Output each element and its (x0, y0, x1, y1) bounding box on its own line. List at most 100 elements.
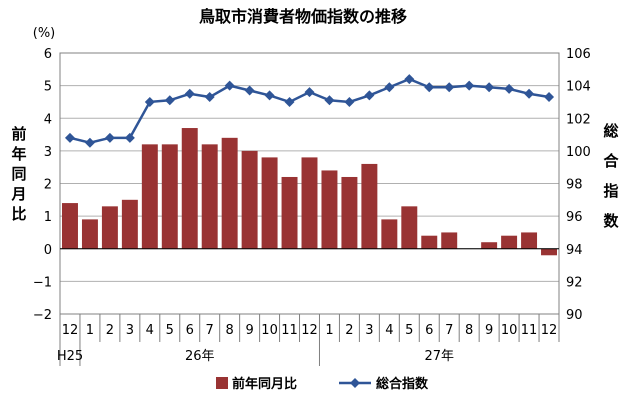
index-marker (184, 88, 195, 99)
right-tick-label: 98 (566, 178, 583, 193)
month-label: 10 (261, 323, 278, 338)
index-marker (444, 82, 455, 93)
month-label: 5 (405, 323, 413, 338)
month-label: 3 (365, 323, 373, 338)
month-label: 12 (541, 323, 558, 338)
bar (62, 203, 78, 249)
bar (481, 242, 498, 249)
index-marker (64, 132, 75, 143)
bar (281, 176, 298, 249)
month-label: 5 (166, 323, 174, 338)
bar (341, 176, 358, 249)
index-marker (424, 82, 435, 93)
bar (441, 232, 458, 249)
month-label: 11 (281, 323, 298, 338)
bar (201, 144, 218, 249)
left-axis-title-char: 前 (11, 125, 26, 143)
right-tick-label: 104 (566, 80, 591, 95)
bar (401, 206, 418, 249)
index-marker (524, 88, 535, 99)
left-axis-title-char: 月 (10, 185, 26, 203)
index-marker (464, 80, 475, 91)
year-label: H25 (57, 349, 83, 364)
right-tick-label: 92 (566, 275, 583, 290)
index-marker (544, 92, 555, 103)
legend-swatch-bar (216, 377, 228, 389)
left-tick-label: 3 (44, 145, 52, 160)
bar (381, 219, 398, 249)
index-marker (324, 95, 335, 106)
month-label: 6 (186, 323, 194, 338)
bar (301, 157, 318, 249)
bar (541, 248, 557, 256)
index-marker (304, 87, 315, 98)
bar (361, 163, 378, 249)
year-label: 27年 (424, 349, 454, 364)
left-axis-title-char: 年 (11, 145, 26, 163)
bar (521, 232, 538, 249)
bar (421, 235, 438, 249)
bar (241, 150, 258, 249)
month-label: 4 (385, 323, 393, 338)
month-label: 8 (226, 323, 234, 338)
left-tick-label: 6 (44, 47, 52, 62)
month-label: 1 (86, 323, 94, 338)
index-marker (384, 82, 395, 93)
index-marker (344, 96, 355, 107)
month-label: 3 (126, 323, 134, 338)
index-marker (284, 96, 295, 107)
index-marker (124, 132, 135, 143)
index-marker (224, 80, 235, 91)
year-label: 26年 (185, 349, 215, 364)
bar (501, 235, 518, 249)
left-tick-label: −2 (33, 308, 52, 323)
left-axis-title-char: 同 (11, 165, 26, 183)
right-tick-label: 102 (566, 112, 591, 127)
index-marker (144, 96, 155, 107)
bar (101, 206, 118, 249)
bar (141, 144, 158, 249)
right-tick-label: 106 (566, 47, 591, 62)
right-tick-label: 90 (566, 308, 583, 323)
left-tick-label: 1 (44, 210, 52, 225)
index-marker (484, 82, 495, 93)
month-label: 9 (485, 323, 493, 338)
month-label: 1 (325, 323, 333, 338)
index-marker (264, 90, 275, 101)
right-tick-label: 100 (566, 145, 591, 160)
plot-border (59, 52, 560, 315)
month-label: 8 (465, 323, 473, 338)
bar (81, 219, 98, 249)
index-marker (244, 85, 255, 96)
bar (161, 144, 178, 249)
month-label: 12 (62, 323, 79, 338)
index-marker (504, 83, 515, 94)
left-axis-unit: (%) (33, 26, 56, 41)
line-series-index (64, 74, 555, 148)
month-label: 6 (425, 323, 433, 338)
month-label: 7 (206, 323, 214, 338)
month-label: 2 (106, 323, 114, 338)
bar (121, 199, 138, 249)
legend-swatch-marker (350, 378, 360, 388)
right-tick-label: 96 (566, 210, 583, 225)
left-tick-label: 0 (44, 243, 52, 258)
bar-series-yoy (62, 128, 557, 256)
index-marker (364, 90, 375, 101)
legend-label-line: 総合指数 (376, 376, 429, 392)
month-label: 12 (301, 323, 318, 338)
bar (261, 157, 278, 249)
left-axis-title-char: 比 (11, 205, 26, 223)
left-tick-label: −1 (33, 275, 52, 290)
left-tick-label: 4 (44, 112, 52, 127)
right-axis-title-char: 数 (603, 212, 619, 230)
bar (181, 128, 198, 249)
month-label: 9 (245, 323, 253, 338)
legend: 前年同月比 総合指数 (216, 376, 429, 392)
legend-label-bar: 前年同月比 (232, 376, 297, 392)
index-marker (104, 132, 115, 143)
chart-title: 鳥取市消費者物価指数の推移 (199, 7, 407, 26)
left-tick-label: 5 (44, 80, 52, 95)
month-label: 10 (501, 323, 518, 338)
